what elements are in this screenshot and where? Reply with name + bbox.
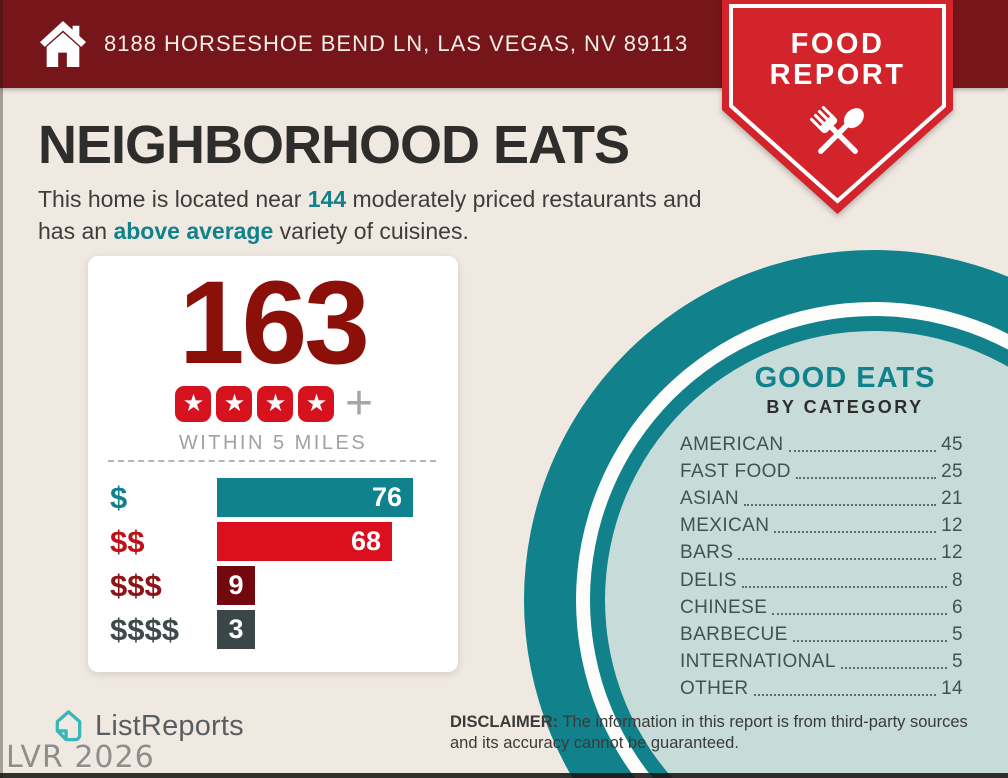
property-address: 8188 HORSESHOE BEND LN, LAS VEGAS, NV 89… [104,31,689,56]
price-level-label: $$$$ [110,611,179,647]
price-bar-row: $76 [88,478,458,517]
good-eats-subtitle: BY CATEGORY [766,397,924,417]
dotted-leader [753,693,937,696]
intro-text-3: variety of cuisines. [273,218,469,244]
category-value: 5 [952,623,963,645]
category-label: OTHER [680,677,749,699]
disclaimer-text: The information in this report is from t… [450,713,968,752]
intro-text-1: This home is located near [38,186,308,212]
restaurant-count: 163 [179,257,370,389]
category-label: BARS [680,542,734,564]
star-icon: ★ [257,386,294,422]
category-value: 12 [941,542,963,564]
plus-sign: + [344,377,374,430]
price-bar: 68 [217,522,392,561]
star-icon: ★ [175,386,212,422]
category-row: BARS 12 [680,542,963,564]
restaurant-summary-card: 163 ★ ★ ★ ★ + WITHIN 5 MILES $76 $$ 68 $$$ 9 $$$… [88,256,458,672]
food-report-ribbon: FOOD REPORT [722,0,953,214]
category-label: MEXICAN [680,515,770,537]
category-row: ASIAN 21 [680,488,963,510]
lvr-watermark: LVR 2026 [6,740,155,775]
ribbon-title-line2: REPORT [769,59,906,91]
house-icon [39,20,87,68]
category-label: BARBECUE [680,623,788,645]
page-title: NEIGHBORHOOD EATS [38,115,630,175]
category-row: FAST FOOD 25 [680,461,963,483]
spoon-fork-icon [809,105,864,154]
category-row: MEXICAN 12 [680,515,963,537]
category-label: INTERNATIONAL [680,650,836,672]
category-value: 5 [952,650,963,672]
star-rating: ★ ★ ★ ★ + [88,377,458,430]
dotted-leader [741,585,948,588]
price-level-label: $$$ [110,567,162,603]
restaurant-count-highlight: 144 [307,186,347,212]
category-row: AMERICAN 45 [680,434,963,456]
price-bar-chart: $76 $$ 68 $$$ 9 $$$$ 3 [88,478,458,649]
category-value: 6 [952,596,963,618]
category-label: AMERICAN [680,434,784,455]
disclaimer-label: DISCLAIMER: [450,713,559,731]
category-value: 25 [941,461,963,483]
category-label: FAST FOOD [680,461,791,483]
ribbon-shape [722,0,953,214]
dotted-leader [738,558,937,561]
category-row: BARBECUE 5 [680,624,963,646]
photo-edge-left [0,0,3,778]
price-level-label: $ [110,479,128,515]
radius-caption: WITHIN 5 MILES [178,432,368,454]
dotted-leader [772,612,948,615]
listreports-wordmark: ListReports [95,709,244,742]
category-row: INTERNATIONAL 5 [680,651,963,673]
category-row: CHINESE 6 [680,597,963,619]
intro-paragraph: This home is located near 144 moderately… [38,183,718,247]
photo-edge-bottom [0,773,1008,778]
category-label: ASIAN [680,488,740,510]
price-bar: 3 [217,610,255,649]
price-bar-row: $$$$ 3 [88,610,458,649]
category-value: 45 [941,434,963,455]
star-icon: ★ [298,386,335,422]
listreports-brand: ListReports [52,708,244,744]
price-bar-value: 68 [350,526,381,556]
category-row: DELIS 8 [680,570,963,592]
price-bar-value: 76 [371,482,402,512]
price-bar-value: 3 [228,614,244,644]
price-bar-row: $$$ 9 [88,566,458,605]
listreports-logo-icon [55,710,82,742]
category-list: AMERICAN 45 FAST FOOD 25 ASIAN 21 MEXICAN 12 BAR… [680,434,963,700]
star-icon: ★ [216,386,253,422]
price-level-label: $$ [110,523,145,559]
dotted-leader [774,531,937,534]
dotted-leader [744,504,937,507]
good-eats-title: GOOD EATS [754,362,936,394]
category-label: CHINESE [680,596,768,618]
category-row: OTHER 14 [680,678,963,700]
price-bar-row: $$ 68 [88,522,458,561]
price-bar-value: 9 [228,570,244,600]
disclaimer: DISCLAIMER: The information in this repo… [450,712,995,754]
category-value: 14 [941,677,963,699]
dotted-leader [788,450,937,452]
intro-text-2: moderately priced restaurants and has an [38,186,702,244]
dotted-leader [795,477,937,480]
category-value: 21 [941,488,963,510]
category-value: 12 [941,515,963,537]
category-value: 8 [952,569,963,591]
ribbon-title-line1: FOOD [790,28,885,60]
category-label: DELIS [680,569,737,591]
dashed-divider [108,460,436,462]
price-bar: 9 [217,566,255,605]
star-tiles: ★ ★ ★ ★ [173,386,337,422]
dotted-leader [840,666,948,669]
price-bar: 76 [217,478,413,517]
dotted-leader [792,639,948,642]
variety-highlight: above average [113,218,274,244]
